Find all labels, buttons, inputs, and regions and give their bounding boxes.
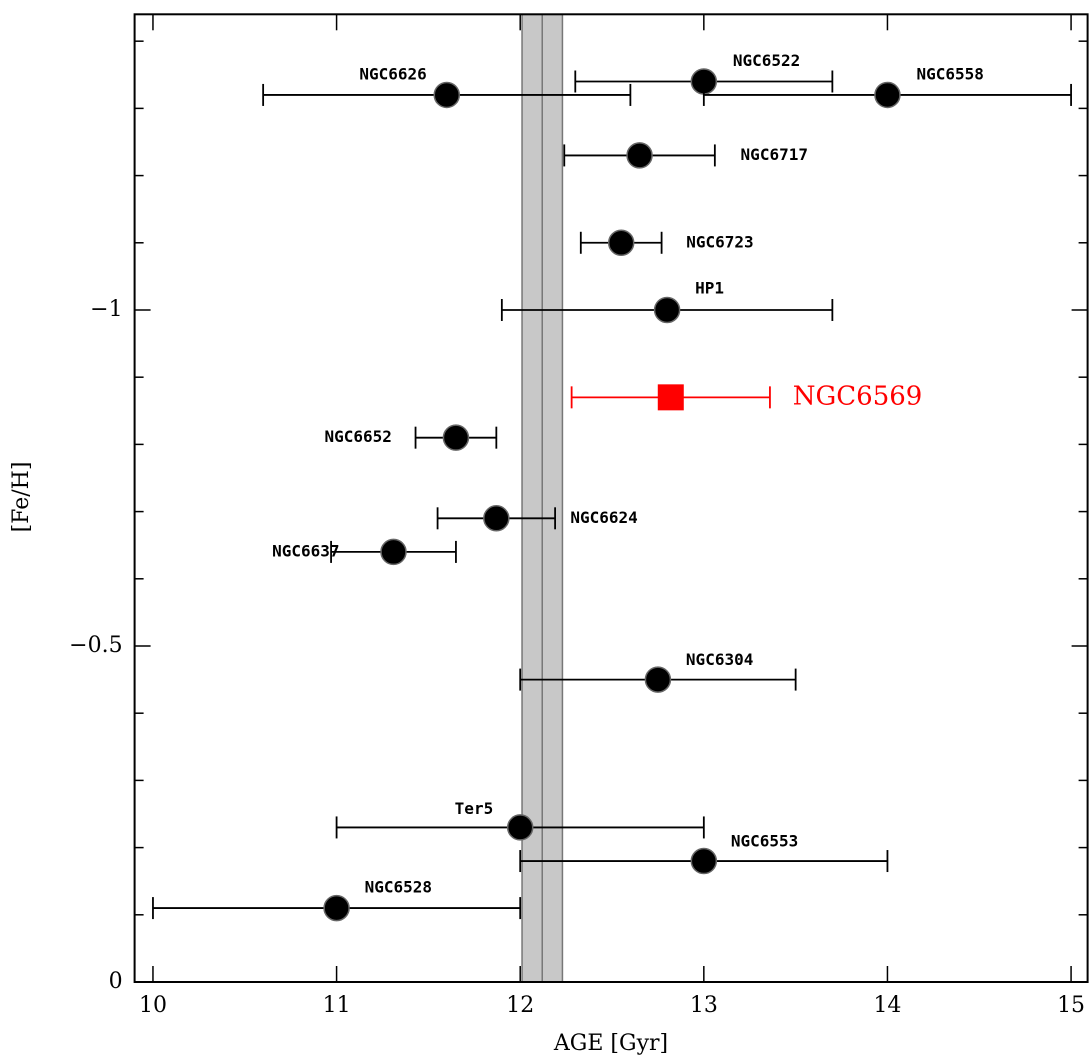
point-label: NGC6626 bbox=[359, 64, 426, 83]
point-label: NGC6528 bbox=[365, 878, 432, 897]
x-tick-label: 13 bbox=[690, 993, 718, 1018]
point bbox=[380, 538, 407, 566]
point bbox=[653, 296, 681, 324]
point bbox=[657, 384, 684, 411]
point-label: NGC6304 bbox=[686, 650, 753, 669]
point bbox=[433, 81, 461, 109]
point-label: NGC6717 bbox=[741, 145, 808, 164]
plot-frame bbox=[133, 13, 1089, 984]
point-label: NGC6723 bbox=[686, 232, 753, 251]
point-label: NGC6624 bbox=[570, 508, 637, 527]
point-label: NGC6652 bbox=[325, 427, 392, 446]
point bbox=[626, 142, 653, 169]
x-tick-label: 11 bbox=[323, 993, 351, 1018]
x-axis-label: AGE [Gyr] bbox=[553, 1031, 668, 1056]
point bbox=[506, 814, 534, 841]
point bbox=[323, 894, 350, 922]
point bbox=[874, 81, 901, 109]
point bbox=[644, 666, 672, 693]
x-tick-label: 14 bbox=[873, 993, 901, 1018]
point bbox=[483, 505, 510, 532]
point-label: Ter5 bbox=[455, 799, 494, 818]
x-tick-label: 12 bbox=[506, 993, 534, 1018]
point-label: NGC6553 bbox=[731, 832, 798, 851]
y-tick-label: −0.5 bbox=[69, 633, 122, 658]
point-label: HP1 bbox=[695, 278, 724, 297]
y-tick-label: −1 bbox=[90, 297, 122, 322]
x-tick-label: 15 bbox=[1057, 993, 1085, 1018]
point bbox=[442, 424, 470, 451]
point-label: NGC6522 bbox=[733, 51, 800, 70]
point-label: NGC6637 bbox=[272, 541, 339, 560]
point bbox=[690, 847, 718, 875]
y-tick-label: 0 bbox=[109, 969, 123, 994]
x-tick-label: 10 bbox=[139, 993, 167, 1018]
point-label: NGC6558 bbox=[916, 64, 983, 83]
point-label: NGC6569 bbox=[793, 381, 923, 411]
point bbox=[607, 229, 635, 257]
y-axis-label: [Fe/H] bbox=[9, 462, 34, 533]
